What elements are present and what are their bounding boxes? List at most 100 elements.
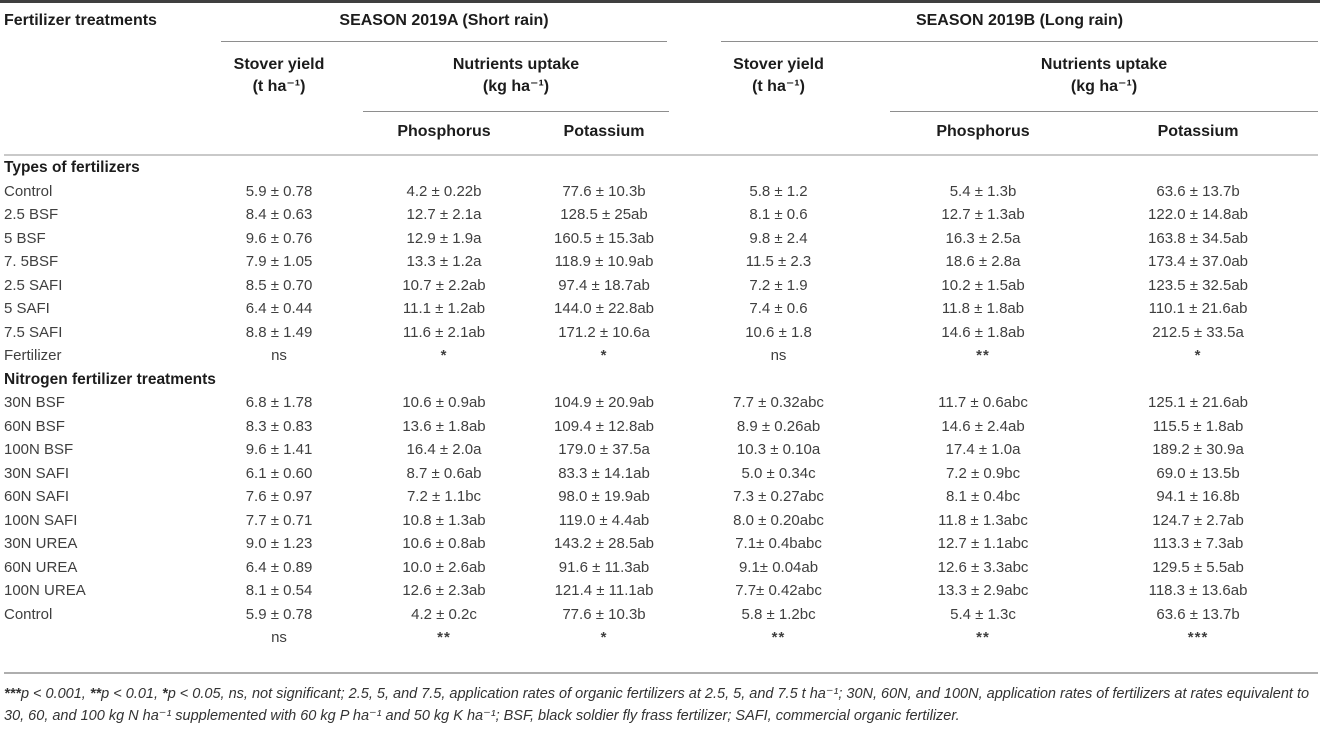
value-cell: 8.5 ± 0.70	[245, 276, 313, 294]
value-cell: 98.0 ± 19.9ab	[558, 488, 650, 505]
season-a-phosphorus-header: Phosphorus	[349, 112, 539, 156]
row-label: 2.5 BSF	[4, 206, 59, 223]
value-cell: 16.3 ± 2.5a	[945, 229, 1021, 247]
footnote-significance-stars: ***	[4, 685, 21, 702]
table-row: 5 SAFI 6.4 ± 0.44 11.1 ± 1.2ab 144.0 ± 22.8…	[4, 297, 1318, 321]
value-cell: ns	[271, 629, 287, 646]
season-a-potassium-header: Potassium	[539, 112, 670, 156]
row-label: 5 BSF	[4, 229, 46, 247]
value-cell: 7.2 ± 1.1bc	[406, 488, 482, 505]
value-cell: 7.7± 0.42abc	[735, 582, 822, 599]
table-row: ns ** * ** ** ***	[4, 626, 1318, 650]
table-row: 60N UREA 6.4 ± 0.89 10.0 ± 2.6ab 91.6 ± 11.…	[4, 556, 1318, 580]
value-cell: 123.5 ± 32.5ab	[1148, 276, 1249, 294]
value-cell: 6.8 ± 1.78	[245, 394, 313, 411]
season-2019b-group-header: SEASON 2019B (Long rain)	[669, 3, 1319, 42]
table-row: 30N SAFI 6.1 ± 0.60 8.7 ± 0.6ab 83.3 ± 14.1…	[4, 462, 1318, 486]
table-body: Types of fertilizers Control 5.9 ± 0.78 4.2…	[4, 155, 1318, 650]
value-cell: 8.9 ± 0.26ab	[736, 417, 821, 435]
table-row: 30N UREA 9.0 ± 1.23 10.6 ± 0.8ab 143.2 ± 28…	[4, 532, 1318, 556]
value-cell: 5.9 ± 0.78	[245, 182, 313, 200]
season-b-phosphorus-header: Phosphorus	[888, 112, 1079, 156]
column-header-label: Fertilizer treatments	[4, 12, 157, 29]
value-cell: 17.4 ± 1.0a	[945, 441, 1021, 458]
value-cell: 13.6 ± 1.8ab	[402, 417, 486, 435]
value-cell: 8.1 ± 0.54	[245, 582, 313, 599]
value-cell: 11.6 ± 2.1ab	[402, 323, 486, 341]
value-cell: 163.8 ± 34.5ab	[1148, 229, 1249, 247]
table-row: 100N UREA 8.1 ± 0.54 12.6 ± 2.3ab 121.4 ± 1…	[4, 579, 1318, 603]
value-cell: 16.4 ± 2.0a	[406, 441, 482, 458]
value-cell: 9.8 ± 2.4	[749, 229, 808, 247]
value-cell: 129.5 ± 5.5ab	[1152, 558, 1244, 576]
value-cell: 189.2 ± 30.9a	[1152, 441, 1244, 458]
value-cell: 11.8 ± 1.8ab	[941, 300, 1025, 317]
value-cell: 212.5 ± 33.5a	[1152, 323, 1244, 341]
value-cell: 63.6 ± 13.7b	[1156, 182, 1240, 200]
table-row: Control 5.9 ± 0.78 4.2 ± 0.22b 77.6 ± 10.3b…	[4, 180, 1318, 204]
value-cell: 7.9 ± 1.05	[245, 253, 313, 270]
value-cell: 6.4 ± 0.89	[245, 558, 313, 576]
value-cell: **	[976, 347, 990, 364]
value-cell: 144.0 ± 22.8ab	[554, 300, 654, 317]
season-a-title: SEASON 2019A (Short rain)	[339, 12, 549, 29]
table-row: 2.5 BSF 8.4 ± 0.63 12.7 ± 2.1a 128.5 ± 25ab…	[4, 203, 1318, 227]
value-cell: 9.6 ± 0.76	[245, 229, 313, 247]
value-cell: 10.6 ± 0.9ab	[402, 394, 486, 411]
value-cell: 7.2 ± 0.9bc	[945, 464, 1021, 482]
value-cell: *	[600, 629, 608, 646]
value-cell: 9.0 ± 1.23	[245, 535, 313, 552]
value-cell: 83.3 ± 14.1ab	[558, 464, 650, 482]
value-cell: 173.4 ± 37.0ab	[1148, 253, 1249, 270]
value-cell: 8.0 ± 0.20abc	[733, 511, 824, 529]
value-cell: 12.6 ± 3.3abc	[937, 558, 1029, 576]
value-cell: 160.5 ± 15.3ab	[554, 229, 654, 247]
value-cell: 124.7 ± 2.7ab	[1152, 511, 1244, 529]
value-cell: 104.9 ± 20.9ab	[554, 394, 654, 411]
value-cell: 7.2 ± 1.9	[749, 276, 808, 294]
value-cell: **	[437, 629, 451, 646]
season-b-potassium-header: Potassium	[1078, 112, 1319, 156]
value-cell: *	[1194, 347, 1202, 364]
row-label: Control	[4, 605, 53, 623]
value-cell: 77.6 ± 10.3b	[562, 182, 646, 200]
value-cell: 10.6 ± 0.8ab	[402, 535, 486, 552]
column-header-fertilizer-treatments: Fertilizer treatments	[4, 3, 209, 156]
row-label: 100N UREA	[4, 582, 86, 599]
value-cell: 12.7 ± 1.3ab	[941, 206, 1025, 223]
value-cell: 7.7 ± 0.32abc	[733, 394, 824, 411]
row-label: 7. 5BSF	[4, 253, 59, 270]
value-cell: 10.3 ± 0.10a	[736, 441, 821, 458]
row-label	[4, 626, 209, 650]
value-cell: 5.9 ± 0.78	[245, 605, 313, 623]
row-label: 100N SAFI	[4, 511, 78, 529]
value-cell: 8.1 ± 0.6	[749, 206, 808, 223]
value-cell: 12.6 ± 2.3ab	[402, 582, 486, 599]
row-label: 60N BSF	[4, 417, 65, 435]
value-cell: 8.7 ± 0.6ab	[406, 464, 482, 482]
row-label: 60N SAFI	[4, 488, 70, 505]
value-cell: 119.0 ± 4.4ab	[558, 511, 650, 529]
footnote: ***p < 0.001, **p < 0.01, *p < 0.05, ns,…	[4, 671, 1318, 727]
value-cell: 10.8 ± 1.3ab	[402, 511, 486, 529]
row-label: 30N BSF	[4, 394, 65, 411]
row-label: 30N SAFI	[4, 464, 70, 482]
season-b-title: SEASON 2019B (Long rain)	[915, 12, 1124, 29]
value-cell: 179.0 ± 37.5a	[558, 441, 650, 458]
value-cell: 11.1 ± 1.2ab	[402, 300, 486, 317]
season-b-nutrients-uptake-header: Nutrients uptake (kg ha⁻¹)	[888, 42, 1319, 112]
value-cell: 143.2 ± 28.5ab	[554, 535, 654, 552]
value-cell: 5.0 ± 0.34c	[741, 464, 816, 482]
value-cell: 7.7 ± 0.71	[245, 511, 313, 529]
table-header: Fertilizer treatments SEASON 2019A (Shor…	[4, 3, 1319, 156]
value-cell: 11.7 ± 0.6abc	[938, 394, 1028, 411]
table-row: Fertilizer ns * * ns ** *	[4, 344, 1318, 368]
value-cell: 118.9 ± 10.9ab	[554, 253, 654, 270]
value-cell: 109.4 ± 12.8ab	[554, 417, 654, 435]
value-cell: 69.0 ± 13.5b	[1156, 464, 1240, 482]
section-header: Types of fertilizers	[4, 159, 140, 176]
value-cell: 6.4 ± 0.44	[245, 300, 313, 317]
value-cell: 8.8 ± 1.49	[245, 323, 313, 341]
value-cell: 12.7 ± 1.1abc	[937, 535, 1029, 552]
row-label: Fertilizer	[4, 347, 62, 364]
